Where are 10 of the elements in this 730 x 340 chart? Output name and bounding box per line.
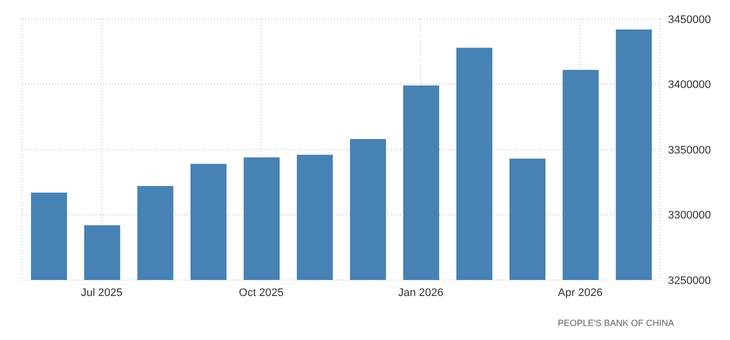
x-tick-label: Apr 2026 xyxy=(558,286,603,299)
y-tick-label: 3450000 xyxy=(668,14,711,26)
x-tick-label: Jul 2025 xyxy=(80,286,123,299)
y-tick-label: 3350000 xyxy=(668,144,711,156)
x-tick-label: Oct 2025 xyxy=(238,286,284,299)
y-tick-label: 3400000 xyxy=(668,79,711,92)
y-tick-label: 3300000 xyxy=(668,210,711,222)
y-tick-label: 3250000 xyxy=(668,274,711,287)
text: PEOPLE'S BANK OF CHINA xyxy=(558,318,674,328)
x-tick-label: Jan 2026 xyxy=(398,286,444,299)
